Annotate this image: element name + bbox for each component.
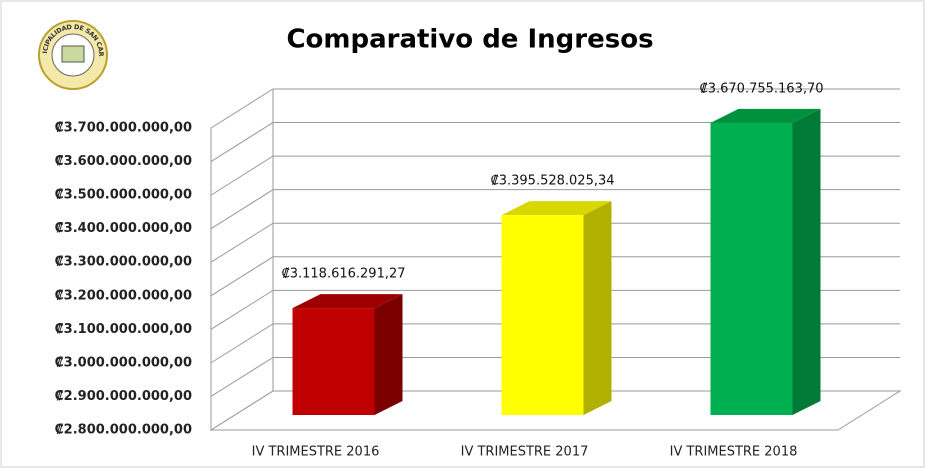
grid-line (210, 289, 900, 330)
grid-line (210, 356, 900, 397)
bar-side (374, 294, 403, 415)
x-tick-label: IV TRIMESTRE 2017 (461, 445, 589, 460)
grid-line (210, 390, 900, 431)
grid-line (210, 88, 900, 129)
grid-line (210, 256, 900, 297)
bar-side (792, 108, 821, 416)
bar (292, 308, 375, 415)
value-label: ₡3.395.528.025,34 (490, 174, 614, 189)
y-tick-label: ₡3.600.000.000,00 (55, 154, 192, 169)
x-tick-label: IV TRIMESTRE 2016 (252, 445, 380, 460)
grid-line (210, 323, 900, 364)
bar-side (583, 201, 612, 415)
grid-line (210, 155, 900, 196)
grid-line (210, 189, 900, 230)
y-tick-label: ₡3.000.000.000,00 (55, 355, 192, 370)
value-label: ₡3.670.755.163,70 (699, 81, 823, 96)
bar-top (292, 294, 403, 309)
bar-top (501, 201, 612, 216)
x-tick-label: IV TRIMESTRE 2018 (670, 445, 798, 460)
y-tick-label: ₡2.900.000.000,00 (55, 389, 192, 404)
bar-top (710, 108, 821, 123)
y-tick-label: ₡3.300.000.000,00 (55, 255, 192, 270)
y-tick-label: ₡3.200.000.000,00 (55, 288, 192, 303)
y-tick-label: ₡3.700.000.000,00 (55, 121, 192, 136)
y-tick-label: ₡2.800.000.000,00 (55, 423, 192, 438)
bar (501, 215, 584, 415)
chart-title: Comparativo de Ingresos (286, 25, 653, 55)
grid-line (210, 122, 900, 162)
y-tick-label: ₡3.400.000.000,00 (55, 221, 192, 236)
value-label: ₡3.118.616.291,27 (281, 267, 405, 282)
y-tick-label: ₡3.100.000.000,00 (55, 322, 192, 337)
bar (710, 122, 793, 416)
grid-line (210, 222, 900, 263)
y-tick-label: ₡3.500.000.000,00 (55, 188, 192, 203)
